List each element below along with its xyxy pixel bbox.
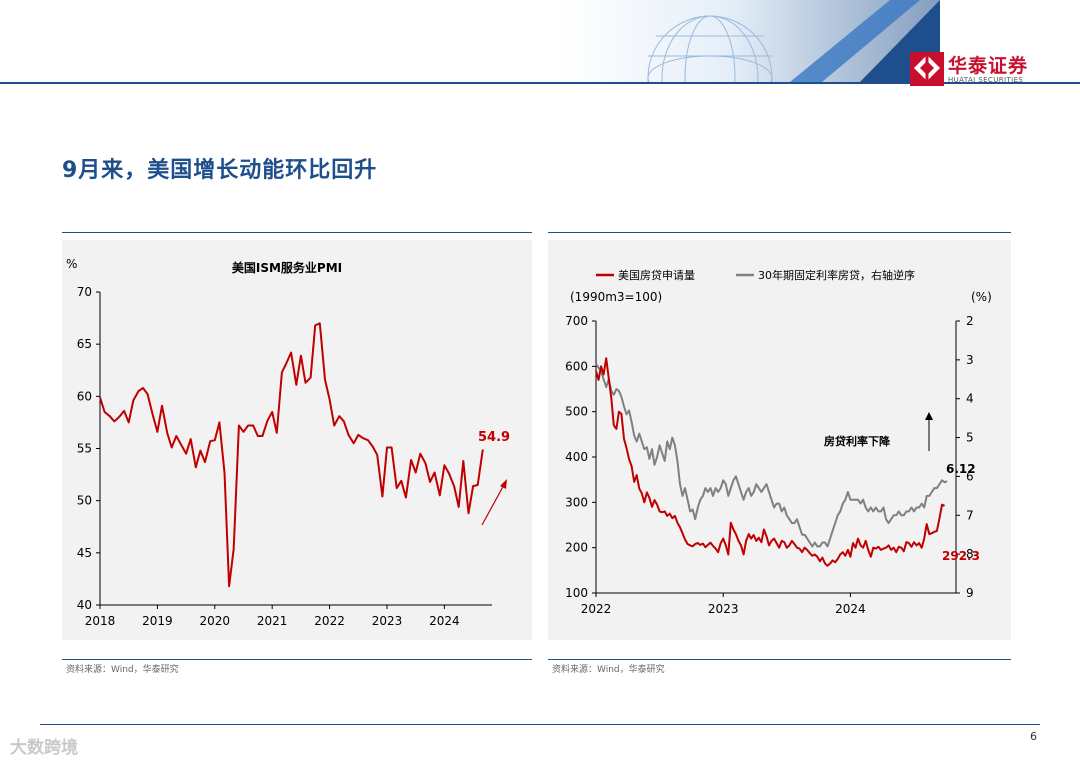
chart-right-ytick-label: 200	[565, 541, 588, 555]
chart-right-y2tick-label: 4	[966, 392, 974, 406]
watermark: 大数跨境	[10, 738, 78, 758]
chart-left-ytick-label: 65	[77, 337, 92, 351]
chart-left-ytick-label: 55	[77, 442, 92, 456]
left-panel-top-rule	[62, 232, 532, 233]
chart-right-legend: 美国房贷申请量 30年期固定利率房贷，右轴逆序	[596, 268, 915, 282]
chart-right-arrow	[925, 412, 933, 451]
chart-left-xtick-label: 2019	[142, 614, 173, 628]
chart-right-xtick-label: 2022	[581, 602, 612, 616]
chart-right-y2tick-label: 6	[966, 469, 974, 483]
chart-right-series-line-30y-rate	[595, 363, 948, 548]
ism-services-pmi-chart: 美国ISM服务业PMI % 40 45 50 55 60 65 70 2018 2019 2020…	[62, 240, 532, 640]
chart-right-ytick-label: 600	[565, 359, 588, 373]
chart-right-ytick-label: 500	[565, 405, 588, 419]
logo-text-en: HUATAI SECURITIES	[948, 76, 1024, 84]
chart-left-series-line	[99, 322, 484, 588]
huatai-emblem-icon	[910, 52, 944, 86]
page-number: 6	[1030, 730, 1037, 743]
chart-left-ytick-label: 60	[77, 389, 92, 403]
chart-right-ytick-label: 700	[565, 314, 588, 328]
chart-left-ytick-label: 45	[77, 546, 92, 560]
chart-left-arrow	[481, 479, 507, 526]
left-panel-bottom-rule	[62, 659, 532, 660]
chart-right-ytick-label: 300	[565, 495, 588, 509]
chart-left-ytick-label: 50	[77, 494, 92, 508]
chart-left-ytick-label: 40	[77, 598, 92, 612]
chart-right-ytick-label: 400	[565, 450, 588, 464]
chart-right-red-end-label: 292.3	[942, 549, 980, 563]
right-source-note: 资料来源：Wind，华泰研究	[552, 665, 665, 675]
chart-right-ylabel: (1990m3=100)	[570, 290, 662, 304]
header-rule	[0, 82, 1080, 84]
chart-right-y2tick-label: 5	[966, 431, 974, 445]
chart-left-title: 美国ISM服务业PMI	[232, 260, 342, 275]
huatai-logo: 华泰证券 HUATAI SECURITIES	[908, 50, 1068, 90]
chart-right-arrow-text: 房贷利率下降	[824, 434, 891, 448]
chart-left-xtick-label: 2022	[314, 614, 345, 628]
header-banner-graphic	[560, 0, 940, 82]
chart-right-series-line-mortgage-applications	[595, 357, 946, 567]
chart-left-xtick-label: 2023	[372, 614, 403, 628]
chart-right-gray-end-label: 6.12	[946, 462, 976, 476]
mortgage-applications-chart: 美国房贷申请量 30年期固定利率房贷，右轴逆序 (1990m3=100) (%)…	[548, 240, 1011, 640]
chart-right-y2tick-label: 3	[966, 353, 974, 367]
legend-label-gray: 30年期固定利率房贷，右轴逆序	[758, 268, 915, 282]
page-title: 9月来，美国增长动能环比回升	[62, 158, 378, 183]
chart-right-xtick-label: 2023	[708, 602, 739, 616]
chart-left-xtick-label: 2020	[200, 614, 231, 628]
logo-text-cn: 华泰证券	[948, 55, 1029, 77]
left-source-note: 资料来源：Wind，华泰研究	[66, 665, 179, 675]
chart-left-ylabel: %	[66, 257, 77, 271]
chart-left-annotation: 54.9	[478, 430, 510, 445]
chart-left-xtick-label: 2021	[257, 614, 288, 628]
chart-left-xtick-label: 2024	[429, 614, 460, 628]
chart-right-y2tick-label: 8	[966, 547, 974, 561]
chart-right-y2label: (%)	[971, 290, 992, 304]
legend-label-red: 美国房贷申请量	[618, 268, 695, 282]
chart-right-y2tick-label: 2	[966, 314, 974, 328]
chart-left-xtick-label: 2018	[85, 614, 116, 628]
right-panel-bottom-rule	[548, 659, 1011, 660]
chart-right-xtick-label: 2024	[835, 602, 866, 616]
footer-rule	[40, 724, 1040, 725]
chart-left-ytick-label: 70	[77, 285, 92, 299]
right-panel-top-rule	[548, 232, 1011, 233]
chart-right-y2tick-label: 7	[966, 508, 974, 522]
chart-right-y2tick-label: 9	[966, 586, 974, 600]
chart-right-ytick-label: 100	[565, 586, 588, 600]
